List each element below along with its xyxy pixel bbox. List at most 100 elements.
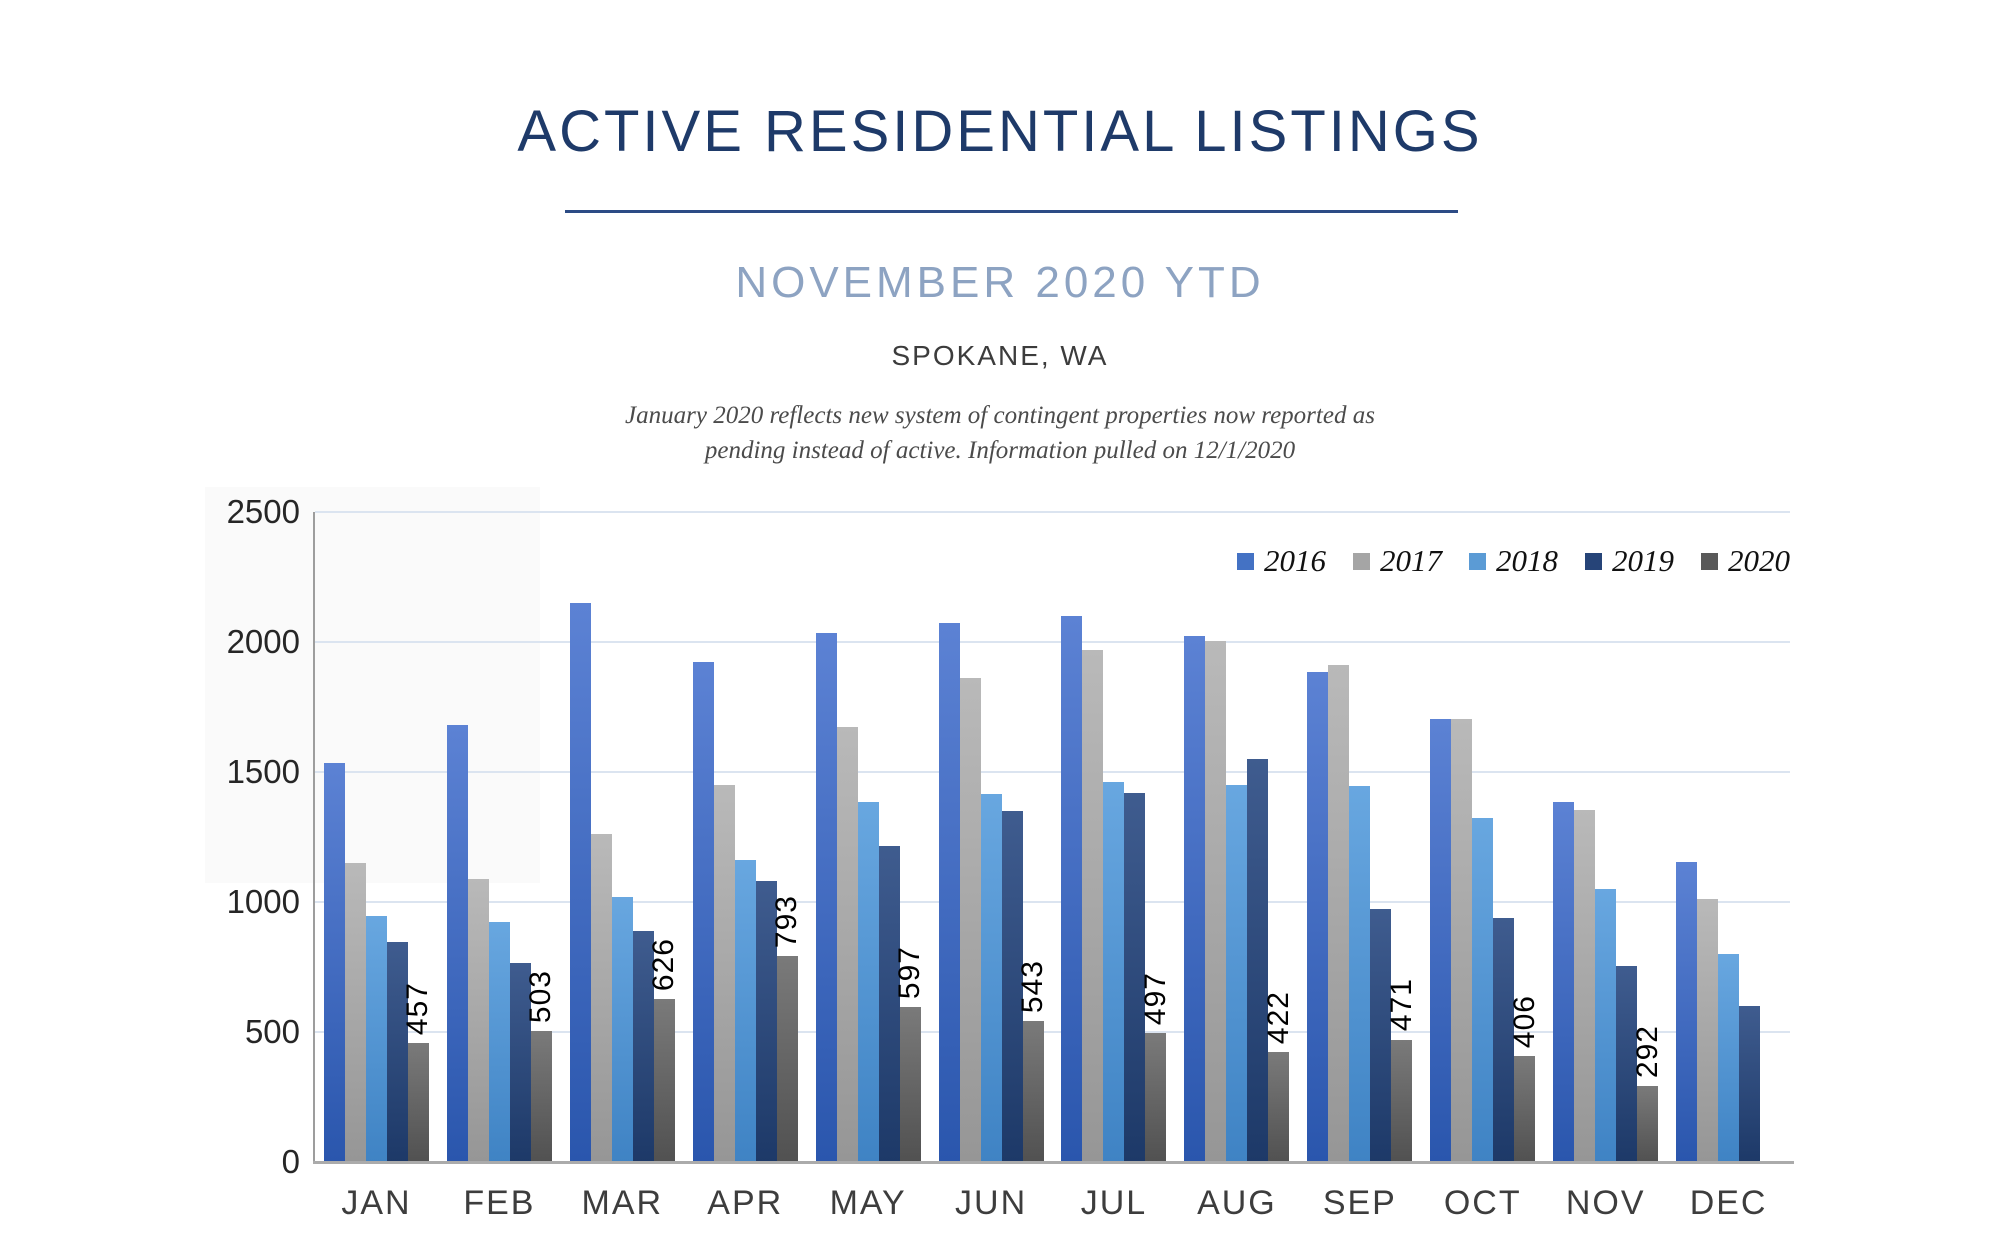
- bar-2016-dec: [1676, 861, 1698, 1162]
- subtitle: NOVEMBER 2020 YTD: [735, 258, 1265, 307]
- bar-2016-apr: [692, 661, 714, 1162]
- background-artifact: [205, 487, 540, 883]
- bar-group-jan: 457: [315, 512, 438, 1162]
- bar-2017-dec: [1697, 899, 1719, 1162]
- x-axis-labels: JAN FEB MAR APR MAY JUN JUL AUG SEP OCT NOV DEC: [315, 1184, 1790, 1223]
- data-label-2020-mar: 626: [647, 938, 681, 992]
- footnote-line-1: January 2020 reflects new system of cont…: [625, 402, 1375, 429]
- bar-2016-nov: [1553, 801, 1575, 1162]
- page-title: ACTIVE RESIDENTIAL LISTINGS: [517, 99, 1483, 164]
- bar-series-container: 457 503 626 793 597 543 497 422 471 406 292: [315, 512, 1790, 1162]
- bar-2016-may: [815, 632, 837, 1162]
- y-axis-labels: 0 500 1000 1500 2000 2500: [140, 493, 300, 1180]
- bar-2019-mar: [632, 930, 654, 1162]
- bar-group-jul: 497: [1053, 512, 1176, 1162]
- x-tick-dec: DEC: [1689, 1184, 1768, 1222]
- bar-group-sep: 471: [1298, 512, 1421, 1162]
- data-label-2020-sep: 471: [1384, 978, 1418, 1032]
- data-label-2020-jul: 497: [1138, 971, 1172, 1025]
- bar-2018-jul: [1103, 782, 1125, 1162]
- bar-group-may: 597: [807, 512, 930, 1162]
- bar-2020-jan: 457: [401, 982, 434, 1162]
- bar-2018-dec: [1718, 954, 1740, 1162]
- legend-item-2020: 2020: [1701, 543, 1790, 579]
- bar-2020-mar: 626: [647, 938, 680, 1162]
- bar-2018-aug: [1226, 785, 1248, 1162]
- x-tick-may: MAY: [829, 1184, 907, 1222]
- bar-2020-may: 597: [893, 946, 926, 1162]
- bar-group-mar: 626: [561, 512, 684, 1162]
- data-label-2020-may: 597: [893, 945, 927, 999]
- bar-2020-sep: 471: [1385, 978, 1418, 1162]
- gridline-2500: [315, 511, 1790, 513]
- bar-2020-jun: 543: [1016, 960, 1049, 1162]
- x-tick-feb: FEB: [463, 1184, 536, 1222]
- bar-2017-nov: [1574, 809, 1596, 1162]
- chart-legend: 2016 2017 2018 2019 2020: [1237, 543, 1790, 579]
- bar-2019-may: [878, 846, 900, 1162]
- bar-2016-jun: [938, 622, 960, 1162]
- bar-2018-sep: [1349, 786, 1371, 1162]
- legend-label-2018: 2018: [1496, 543, 1558, 578]
- gridline-1500: [315, 771, 1790, 773]
- legend-swatch-2017: [1353, 552, 1370, 570]
- legend-item-2016: 2016: [1237, 543, 1326, 579]
- bar-2018-jan: [365, 916, 387, 1162]
- gridline-500: [315, 1031, 1790, 1033]
- bar-2016-feb: [446, 725, 468, 1162]
- x-tick-jan: JAN: [341, 1184, 412, 1222]
- data-label-2020-feb: 503: [524, 970, 558, 1024]
- legend-swatch-2018: [1469, 552, 1486, 570]
- data-label-2020-nov: 292: [1630, 1025, 1664, 1079]
- bar-2016-sep: [1307, 671, 1329, 1162]
- title-underline: [565, 210, 1458, 213]
- bar-group-apr: 793: [684, 512, 807, 1162]
- data-label-2020-jun: 543: [1016, 959, 1050, 1013]
- footnote-line-2: pending instead of active. Information p…: [704, 437, 1296, 464]
- legend-item-2018: 2018: [1469, 543, 1558, 579]
- bar-2019-oct: [1493, 917, 1515, 1162]
- bar-2020-feb: 503: [524, 970, 557, 1162]
- x-tick-aug: AUG: [1197, 1184, 1277, 1222]
- bar-2018-nov: [1595, 889, 1617, 1162]
- x-tick-jun: JUN: [955, 1184, 1028, 1222]
- bar-2017-jan: [344, 863, 366, 1162]
- bar-2017-mar: [590, 834, 612, 1162]
- bar-group-jun: 543: [930, 512, 1053, 1162]
- bar-group-feb: 503: [438, 512, 561, 1162]
- bar-2019-jun: [1001, 811, 1023, 1162]
- data-label-2020-oct: 406: [1507, 995, 1541, 1049]
- bar-2016-jul: [1061, 616, 1083, 1162]
- bar-2017-sep: [1328, 665, 1350, 1162]
- x-tick-mar: MAR: [581, 1184, 664, 1222]
- bar-group-oct: 406: [1421, 512, 1544, 1162]
- gridline-2000: [315, 641, 1790, 643]
- bar-2017-oct: [1451, 718, 1473, 1162]
- bar-group-dec: [1667, 512, 1790, 1162]
- x-tick-jul: JUL: [1080, 1184, 1148, 1222]
- bar-2017-jul: [1082, 649, 1104, 1162]
- x-tick-sep: SEP: [1322, 1184, 1397, 1222]
- y-axis-line: [313, 512, 315, 1162]
- gridline-1000: [315, 901, 1790, 903]
- legend-label-2020: 2020: [1728, 543, 1790, 578]
- y-tick-2500: 2500: [226, 493, 300, 530]
- x-tick-oct: OCT: [1443, 1184, 1522, 1222]
- y-tick-1500: 1500: [226, 753, 300, 790]
- bar-2017-aug: [1205, 640, 1227, 1162]
- bar-2019-aug: [1247, 759, 1269, 1162]
- bar-2018-mar: [611, 896, 633, 1162]
- y-tick-1000: 1000: [226, 883, 300, 920]
- data-label-2020-jan: 457: [401, 982, 435, 1036]
- bar-2017-apr: [713, 785, 735, 1162]
- bar-2019-sep: [1370, 908, 1392, 1162]
- bar-2016-jan: [323, 762, 345, 1162]
- bar-group-aug: 422: [1175, 512, 1298, 1162]
- bar-2019-jan: [386, 942, 408, 1162]
- bar-chart-plot-area: 457 503 626 793 597 543 497 422 471 406 292 2016 201…: [313, 511, 1794, 1164]
- footnote: January 2020 reflects new system of cont…: [0, 398, 2000, 468]
- bar-2019-apr: [755, 881, 777, 1162]
- data-label-2020-aug: 422: [1261, 991, 1295, 1045]
- legend-swatch-2019: [1585, 552, 1602, 570]
